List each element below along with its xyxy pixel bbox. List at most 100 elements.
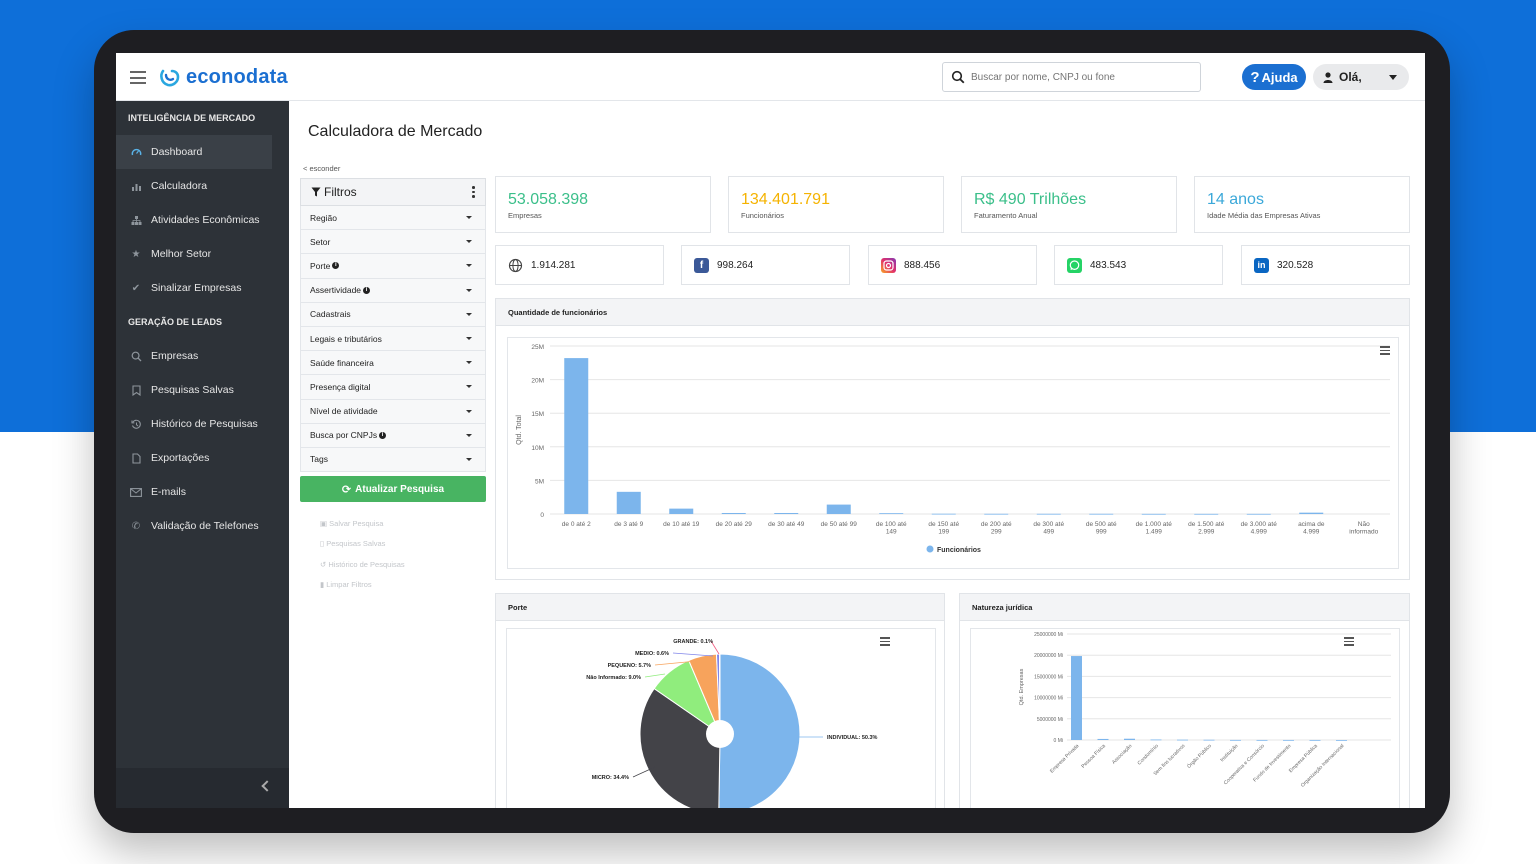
sidebar-item-label: E-mails: [151, 486, 187, 498]
filter-assertividade[interactable]: Assertividade i: [300, 278, 486, 303]
user-menu-button[interactable]: Olá,: [1313, 64, 1409, 90]
x-tick-label: de 10 até 19: [663, 521, 700, 528]
chart-menu-icon[interactable]: [1380, 346, 1390, 357]
x-tick-label: de 500 até: [1086, 521, 1117, 528]
filter-presenca-digital[interactable]: Presença digital: [300, 375, 486, 400]
globe-icon: [508, 258, 523, 272]
y-tick-label: 25M: [531, 344, 544, 351]
bar: [616, 491, 641, 514]
bar: [1230, 739, 1241, 741]
clear-filters-action[interactable]: ▮ Limpar Filtros: [320, 575, 486, 595]
social-card-facebook: f 998.264: [681, 245, 850, 285]
x-tick-label: de 200 até: [981, 521, 1012, 528]
filter-regiao[interactable]: Região: [300, 206, 486, 231]
filter-legais[interactable]: Legais e tributários: [300, 326, 486, 352]
bar: [1299, 512, 1324, 514]
filter-label: Setor: [310, 236, 331, 247]
y-tick-label: 5M: [535, 478, 544, 485]
employees-chart-container: 0 5M 10M 15M 20M 25M Qtd. Total de 0 até 2 de 3 …: [507, 337, 1399, 569]
bar: [1256, 739, 1268, 741]
brand-logo[interactable]: econodata: [158, 65, 288, 89]
sidebar-item-historico[interactable]: Histórico de Pesquisas: [116, 407, 289, 441]
saved-searches-action[interactable]: ▯ Pesquisas Salvas: [320, 534, 486, 554]
stat-label: Idade Média das Empresas Ativas: [1207, 211, 1321, 220]
y-axis-label: Qtd. Empresas: [1019, 668, 1025, 705]
filter-setor[interactable]: Setor: [300, 230, 486, 255]
social-value: 1.914.281: [531, 259, 576, 271]
filter-cadastrais[interactable]: Cadastrais: [300, 302, 486, 327]
more-options-icon[interactable]: [472, 186, 475, 200]
search-box[interactable]: [942, 62, 1201, 92]
sidebar-item-emails[interactable]: E-mails: [116, 475, 289, 509]
filter-nivel-atividade[interactable]: Nível de atividade: [300, 399, 486, 424]
update-search-button[interactable]: ⟳ Atualizar Pesquisa: [300, 476, 486, 503]
porte-chart-container: INDIVIDUAL: 50.3% MICRO: 34.4% Não Informa…: [506, 628, 936, 808]
bar-chart-icon: [130, 180, 142, 192]
info-icon[interactable]: i: [379, 431, 387, 439]
bar: [1097, 738, 1109, 740]
bar: [564, 358, 589, 514]
help-button[interactable]: ? Ajuda: [1242, 64, 1306, 90]
stat-value: R$ 490 Trilhões: [974, 191, 1087, 208]
chart-menu-icon[interactable]: [1344, 637, 1354, 648]
sidebar-item-melhor-setor[interactable]: ★ Melhor Setor: [116, 237, 289, 271]
sidebar-item-validacao[interactable]: ✆ Validação de Telefones: [116, 509, 289, 543]
sidebar-item-empresas[interactable]: Empresas: [116, 339, 289, 373]
sidebar-item-label: Calculadora: [151, 180, 208, 192]
y-tick-label: 20M: [531, 378, 544, 385]
help-label: Ajuda: [1261, 69, 1298, 85]
sidebar-item-calculadora[interactable]: Calculadora: [116, 169, 289, 203]
hamburger-menu-icon[interactable]: [130, 71, 146, 84]
file-icon: [130, 452, 142, 464]
sidebar-item-exportacoes[interactable]: Exportações: [116, 441, 289, 475]
sidebar-item-dashboard[interactable]: Dashboard: [116, 135, 272, 169]
action-label: Pesquisas Salvas: [326, 539, 386, 549]
bar: [984, 513, 1009, 515]
linkedin-icon: in: [1254, 257, 1269, 273]
search-input[interactable]: [971, 67, 1191, 87]
envelope-icon: [130, 486, 142, 498]
sidebar-item-atividades[interactable]: Atividades Econômicas: [116, 203, 289, 237]
chart-menu-icon[interactable]: [880, 637, 890, 648]
search-history-action[interactable]: ↺ Histórico de Pesquisas: [320, 555, 486, 575]
sidebar-section-title: GERAÇÃO DE LEADS: [128, 317, 223, 327]
logo-icon: [160, 69, 180, 87]
sidebar-item-label: Histórico de Pesquisas: [151, 418, 258, 430]
sidebar-item-pesquisas-salvas[interactable]: Pesquisas Salvas: [116, 373, 289, 407]
caret-down-icon: [466, 288, 472, 292]
y-axis-label: Qtd. Total: [516, 415, 523, 445]
stat-value: 53.058.398: [508, 191, 589, 208]
bar: [826, 504, 851, 514]
filter-saude-financeira[interactable]: Saúde financeira: [300, 351, 486, 376]
filter-porte[interactable]: Porte i: [300, 254, 486, 279]
filter-icon: [311, 187, 321, 197]
filter-busca-cnpjs[interactable]: Busca por CNPJs i: [300, 423, 486, 448]
sidebar-section-title: INTELIGÊNCIA DE MERCADO: [128, 113, 256, 123]
top-bar: econodata ? Ajuda Olá,: [116, 53, 1425, 101]
pie-data-label: MEDIO: 0.6%: [635, 651, 669, 657]
pie-data-label: PEQUENO: 5.7%: [608, 663, 652, 669]
sidebar-collapse-bar[interactable]: [116, 768, 289, 808]
refresh-icon: ⟳: [341, 483, 352, 496]
info-icon[interactable]: i: [332, 262, 340, 270]
hide-filters-link[interactable]: < esconder: [303, 164, 341, 173]
pie-label-connector: [632, 766, 656, 778]
star-icon: ★: [131, 248, 141, 260]
sidebar-item-label: Dashboard: [151, 146, 203, 158]
save-search-action[interactable]: ▣ Salvar Pesquisa: [320, 514, 486, 534]
x-tick-label: de 3 até 9: [614, 521, 643, 528]
legend-label: Funcionários: [937, 547, 981, 554]
bar: [1124, 738, 1135, 740]
y-tick-label: 10000000 Mi: [1034, 696, 1063, 702]
info-icon[interactable]: i: [363, 286, 371, 294]
bar: [931, 513, 956, 515]
pie-label-connector: [672, 652, 714, 657]
caret-down-icon: [466, 264, 472, 268]
sidebar-item-sinalizar[interactable]: ✔ Sinalizar Empresas: [116, 271, 289, 305]
stat-value: 14 anos: [1207, 191, 1264, 208]
chevron-left-icon[interactable]: [261, 780, 273, 792]
x-tick-label: Condomínio: [1137, 743, 1160, 766]
filter-tags[interactable]: Tags: [300, 447, 486, 473]
bar: [721, 512, 746, 514]
x-tick-label: de 150 até: [928, 521, 959, 528]
